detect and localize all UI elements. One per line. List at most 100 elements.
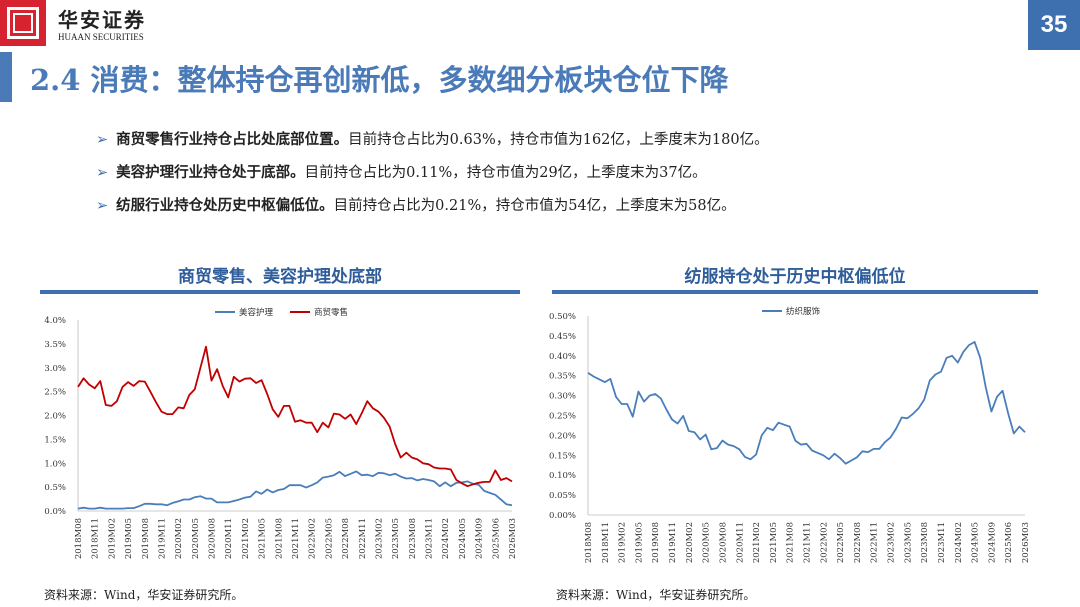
bullet-bold: 美容护理行业持仓处于底部。 [116,164,305,181]
x-tick-label: 2025M06 [1004,522,1014,563]
x-tick-label: 2021M02 [752,522,762,563]
x-tick-label: 2019M11 [157,518,167,559]
x-tick-label: 2022M02 [308,518,318,559]
x-tick-label: 2020M02 [685,522,695,563]
y-tick-label: 0.30% [549,392,576,402]
x-tick-label: 2023M05 [391,518,401,559]
y-tick-label: 0.35% [549,372,576,382]
x-tick-label: 2022M11 [358,518,368,559]
x-tick-label: 2021M08 [274,518,284,559]
x-tick-label: 2019M08 [651,522,661,563]
chart-2-title: 纺服持仓处于历史中枢偏低位 [684,267,906,287]
arrow-icon: ➢ [96,165,109,181]
x-tick-label: 2022M08 [853,522,863,563]
y-tick-label: 0.05% [549,491,576,501]
x-tick-label: 2023M02 [374,518,384,559]
y-tick-label: 3.5% [44,340,66,350]
chart-2-rule [552,290,1038,294]
x-tick-label: 2021M05 [258,518,268,559]
bullet-text: 目前持仓占比为0.11%，持仓市值为29亿，上季度末为37亿。 [304,165,707,181]
x-tick-label: 2025M06 [491,518,501,559]
x-tick-label: 2022M08 [341,518,351,559]
brand-name-en: HUAAN SECURITIES [58,32,144,42]
legend-label: 纺织服饰 [786,306,821,317]
x-tick-label: 2019M02 [618,522,628,563]
x-tick-label: 2020M08 [718,522,728,563]
y-tick-label: 2.0% [44,412,66,422]
x-tick-label: 2024M05 [458,518,468,559]
x-tick-label: 2020M02 [174,518,184,559]
x-tick-label: 2023M08 [408,518,418,559]
bullet-3: ➢ 纺服行业持仓处历史中枢偏低位。目前持仓占比为0.21%，持仓市值为54亿，上季… [96,194,736,215]
y-tick-label: 0.20% [549,431,576,441]
y-tick-label: 0.40% [549,352,576,362]
x-tick-label: 2020M05 [702,522,712,563]
y-tick-label: 0.10% [549,471,576,481]
slide-title: 2.4 消费：整体持仓再创新低，多数细分板块仓位下降 [30,63,729,97]
x-tick-label: 2020M08 [208,518,218,559]
x-tick-label: 2024M09 [987,522,997,563]
x-tick-label: 2019M11 [668,522,678,563]
y-tick-label: 0.50% [549,312,576,322]
x-tick-label: 2023M11 [425,518,435,559]
logo [0,0,46,46]
x-tick-label: 2021M02 [241,518,251,559]
x-tick-label: 2022M05 [324,518,334,559]
x-tick-label: 2018M11 [91,518,101,559]
legend-label: 美容护理 [239,307,274,318]
y-tick-label: 0.25% [549,412,576,422]
series-line-美容护理 [77,470,513,510]
x-tick-label: 2019M05 [124,518,134,559]
series-line-商贸零售 [77,345,513,488]
title-accent-bar [0,52,12,102]
x-tick-label: 2026M03 [1021,522,1031,563]
chart-1-rule [40,290,520,294]
y-tick-label: 0.00% [549,511,576,521]
bullet-2: ➢ 美容护理行业持仓处于底部。目前持仓占比为0.11%，持仓市值为29亿，上季度末… [96,161,707,182]
page-number: 35 [1028,0,1080,50]
x-tick-label: 2020M11 [224,518,234,559]
series-line-纺织服饰 [587,340,1026,465]
y-tick-label: 2.5% [44,388,66,398]
arrow-icon: ➢ [96,132,109,148]
bullet-bold: 商贸零售行业持仓占比处底部位置。 [116,131,349,148]
x-tick-label: 2021M11 [291,518,301,559]
y-tick-label: 1.0% [44,459,66,469]
bullet-1: ➢ 商贸零售行业持仓占比处底部位置。目前持仓占比为0.63%，持仓市值为162亿，… [96,128,769,149]
y-tick-label: 4.0% [44,316,66,326]
chart-2-source: 资料来源：Wind，华安证券研究所。 [556,588,756,602]
x-tick-label: 2026M03 [508,518,518,559]
x-tick-label: 2019M02 [107,518,117,559]
x-tick-label: 2024M02 [954,522,964,563]
x-tick-label: 2021M05 [769,522,779,563]
bullet-text: 目前持仓占比为0.63%，持仓市值为162亿，上季度末为180亿。 [348,132,769,148]
x-tick-label: 2022M05 [836,522,846,563]
y-tick-label: 0.5% [44,483,66,493]
chart-1-title: 商贸零售、美容护理处底部 [178,267,382,287]
brand-name-cn: 华安证券 [58,8,146,32]
x-tick-label: 2019M05 [634,522,644,563]
x-tick-label: 2023M02 [887,522,897,563]
x-tick-label: 2018M08 [584,522,594,563]
bullet-bold: 纺服行业持仓处历史中枢偏低位。 [116,197,334,214]
legend-label: 商贸零售 [314,307,348,318]
x-tick-label: 2024M09 [475,518,485,559]
x-tick-label: 2020M05 [191,518,201,559]
y-tick-label: 3.0% [44,364,66,374]
x-tick-label: 2022M02 [819,522,829,563]
y-tick-label: 0.0% [44,507,66,517]
bullet-text: 目前持仓占比为0.21%，持仓市值为54亿，上季度末为58亿。 [333,198,736,214]
x-tick-label: 2023M11 [937,522,947,563]
x-tick-label: 2018M11 [601,522,611,563]
x-tick-label: 2024M05 [971,522,981,563]
x-tick-label: 2021M08 [786,522,796,563]
y-tick-label: 0.15% [549,451,576,461]
x-tick-label: 2023M05 [903,522,913,563]
x-tick-label: 2019M08 [141,518,151,559]
x-tick-label: 2023M08 [920,522,930,563]
y-tick-label: 1.5% [44,435,66,445]
x-tick-label: 2018M08 [74,518,84,559]
x-tick-label: 2020M11 [735,522,745,563]
arrow-icon: ➢ [96,198,109,214]
